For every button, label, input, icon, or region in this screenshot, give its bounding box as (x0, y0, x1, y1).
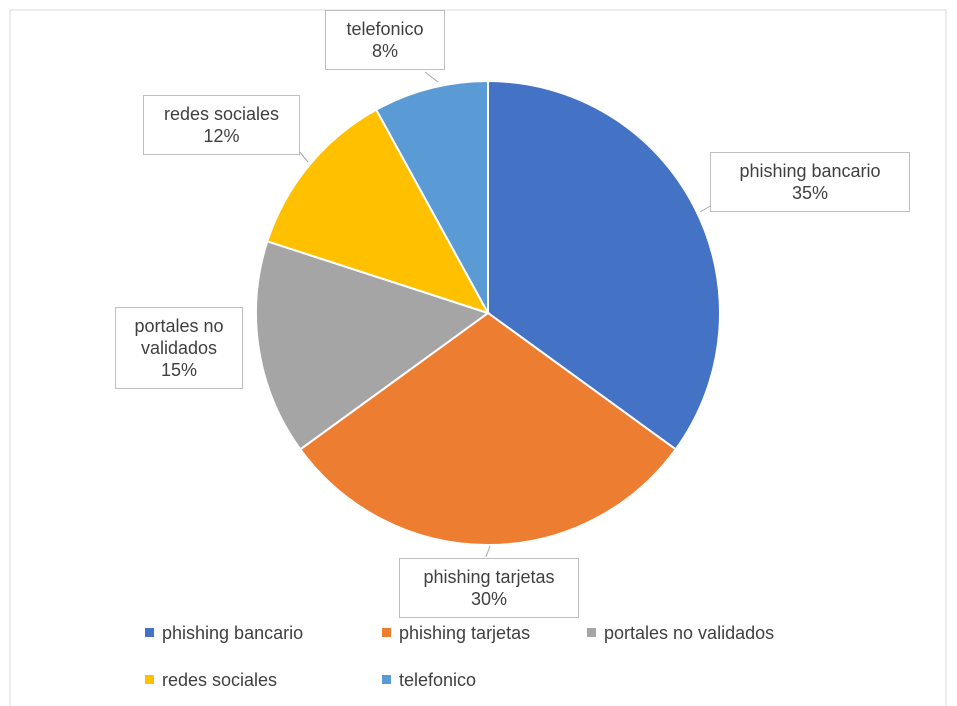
data-label-category: redes sociales (163, 104, 280, 124)
legend-label: telefonico (399, 670, 477, 690)
data-label-value: 30% (470, 589, 508, 609)
legend-item: phishing tarjetas (382, 622, 530, 644)
legend-item: phishing bancario (145, 622, 303, 644)
chart-border (9, 9, 947, 706)
legend-label: portales no validados (604, 623, 775, 643)
data-label-category: portales no validados (134, 316, 224, 358)
legend-label: phishing tarjetas (399, 623, 531, 643)
data-label-value: 8% (371, 41, 398, 61)
pie-slice (266, 108, 491, 315)
legend-item: redes sociales (145, 669, 277, 691)
pie-slice (298, 311, 678, 546)
pie-slice (374, 79, 489, 314)
leader-line (485, 545, 491, 558)
pie-slice (255, 240, 491, 451)
data-label-value: 15% (160, 360, 198, 380)
data-label-category: phishing bancario (739, 161, 881, 181)
data-label: phishing tarjetas 30% (399, 558, 579, 618)
legend-item: telefonico (382, 669, 476, 691)
legend-swatch (382, 628, 391, 637)
data-label: portales no validados 15% (115, 307, 243, 389)
legend-swatch (145, 675, 154, 684)
leader-line (424, 71, 439, 83)
data-label: telefonico 8% (325, 10, 445, 70)
legend-swatch (382, 675, 391, 684)
data-label: phishing bancario 35% (710, 152, 910, 212)
legend-swatch (145, 628, 154, 637)
data-label: redes sociales 12% (143, 95, 300, 155)
data-label-category: phishing tarjetas (423, 567, 555, 587)
data-label-value: 12% (203, 126, 240, 146)
legend-label: redes sociales (162, 670, 278, 690)
data-label-value: 35% (791, 183, 829, 203)
legend-label: phishing bancario (162, 623, 304, 643)
data-label-category: telefonico (346, 19, 424, 39)
legend-item: portales no validados (587, 622, 774, 644)
pie-slice (487, 79, 721, 451)
legend-swatch (587, 628, 596, 637)
